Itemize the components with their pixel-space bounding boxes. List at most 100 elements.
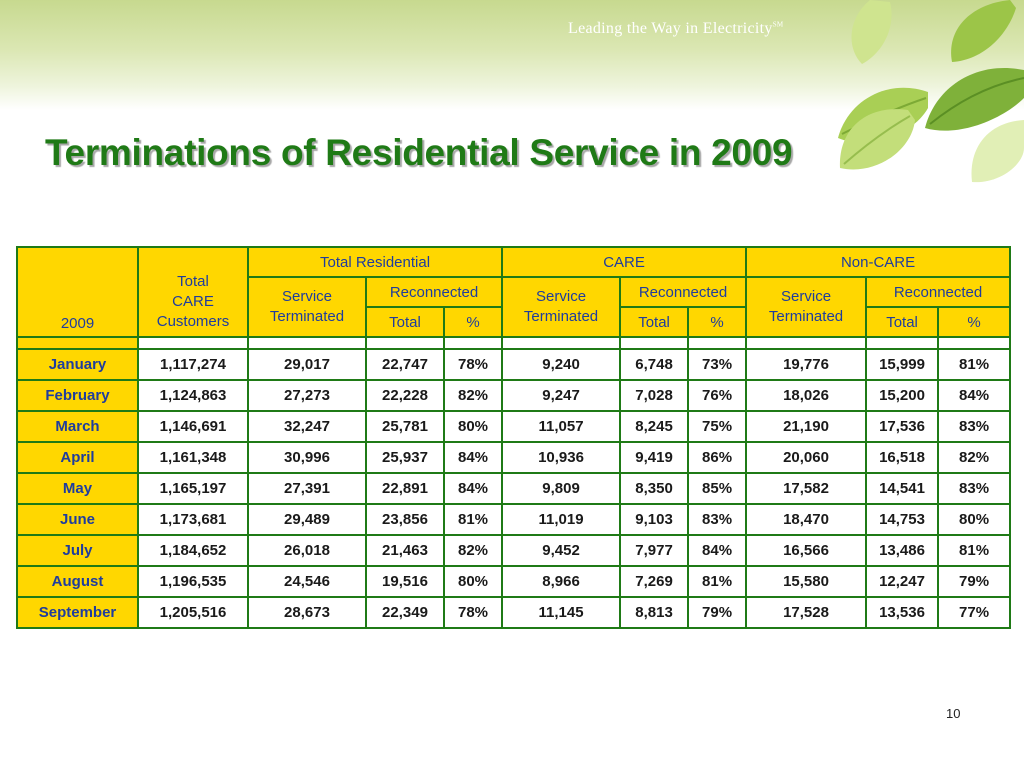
tr-service-terminated-header: Service Terminated [247, 276, 367, 338]
leaf-decoration [838, 0, 1024, 183]
tr-terminated-cell: 26,018 [247, 534, 367, 567]
care-terminated-cell: 9,240 [501, 348, 622, 381]
non-total-cell: 13,536 [865, 596, 940, 629]
leaf-icon [971, 120, 1024, 183]
non-percent-cell: 77% [937, 596, 1012, 629]
non-care-header: Non-CARE [745, 246, 1012, 278]
table-row: June 1,173,681 29,489 23,856 81% 11,019 9,103 8… [16, 503, 1012, 536]
tr-percent-cell: 78% [442, 348, 504, 381]
total-residential-header: Total Residential [246, 246, 504, 278]
care-customers-cell: 1,184,652 [137, 534, 249, 567]
month-cell: March [16, 410, 139, 443]
tr-percent-cell: 84% [442, 472, 504, 505]
non-terminated-cell: 19,776 [745, 348, 868, 381]
non-percent-cell: 81% [937, 534, 1012, 567]
care-service-terminated-header: Service Terminated [501, 276, 622, 338]
care-total-cell: 9,103 [619, 503, 690, 536]
month-cell: August [16, 565, 139, 598]
non-total-cell: 14,541 [865, 472, 940, 505]
care-percent-cell: 86% [687, 441, 748, 474]
care-total-cell: 9,419 [619, 441, 690, 474]
tr-percent-header: % [442, 306, 504, 338]
month-cell: April [16, 441, 139, 474]
care-customers-cell: 1,165,197 [137, 472, 249, 505]
table-row: May 1,165,197 27,391 22,891 84% 9,809 8,350 85%… [16, 472, 1012, 505]
leaf-icon [851, 0, 892, 64]
care-percent-cell: 81% [687, 565, 748, 598]
table-row: January 1,117,274 29,017 22,747 78% 9,240 6,74… [16, 348, 1012, 381]
tr-total-cell: 19,516 [365, 565, 445, 598]
service-mark: SM [772, 20, 784, 29]
care-percent-cell: 84% [687, 534, 748, 567]
tr-terminated-cell: 27,391 [247, 472, 367, 505]
care-percent-cell: 73% [687, 348, 748, 381]
care-percent-cell: 83% [687, 503, 748, 536]
tr-terminated-cell: 29,017 [247, 348, 367, 381]
table-row: July 1,184,652 26,018 21,463 82% 9,452 7,977 84… [16, 534, 1012, 567]
care-customers-cell: 1,173,681 [137, 503, 249, 536]
care-total-cell: 7,977 [619, 534, 690, 567]
care-total-cell: 6,748 [619, 348, 690, 381]
tr-terminated-cell: 24,546 [247, 565, 367, 598]
care-customers-header: Total CARE Customers [137, 246, 249, 338]
tr-total-cell: 22,228 [365, 379, 445, 412]
month-cell: September [16, 596, 139, 629]
non-terminated-cell: 17,582 [745, 472, 868, 505]
tr-total-cell: 25,781 [365, 410, 445, 443]
month-cell: July [16, 534, 139, 567]
tr-terminated-cell: 32,247 [247, 410, 367, 443]
tr-terminated-cell: 28,673 [247, 596, 367, 629]
care-customers-cell: 1,205,516 [137, 596, 249, 629]
non-service-terminated-header: Service Terminated [745, 276, 868, 338]
care-percent-cell: 76% [687, 379, 748, 412]
non-terminated-cell: 15,580 [745, 565, 868, 598]
care-customers-cell: 1,146,691 [137, 410, 249, 443]
month-cell: January [16, 348, 139, 381]
care-total-cell: 7,269 [619, 565, 690, 598]
care-terminated-cell: 9,247 [501, 379, 622, 412]
non-percent-cell: 83% [937, 410, 1012, 443]
non-terminated-cell: 18,470 [745, 503, 868, 536]
table-row: September 1,205,516 28,673 22,349 78% 11,145 8… [16, 596, 1012, 629]
non-percent-header: % [937, 306, 1012, 338]
care-total-cell: 7,028 [619, 379, 690, 412]
care-percent-cell: 79% [687, 596, 748, 629]
non-percent-cell: 80% [937, 503, 1012, 536]
care-reconnected-header: Reconnected [619, 276, 748, 308]
non-total-cell: 15,999 [865, 348, 940, 381]
care-total-cell: 8,245 [619, 410, 690, 443]
tr-total-cell: 22,747 [365, 348, 445, 381]
care-terminated-cell: 11,057 [501, 410, 622, 443]
non-total-cell: 16,518 [865, 441, 940, 474]
tr-percent-cell: 80% [442, 410, 504, 443]
tr-percent-cell: 80% [442, 565, 504, 598]
non-terminated-cell: 21,190 [745, 410, 868, 443]
non-terminated-cell: 17,528 [745, 596, 868, 629]
care-header: CARE [501, 246, 748, 278]
care-terminated-cell: 9,452 [501, 534, 622, 567]
non-percent-cell: 81% [937, 348, 1012, 381]
tr-percent-cell: 81% [442, 503, 504, 536]
table-row: August 1,196,535 24,546 19,516 80% 8,966 7,269… [16, 565, 1012, 598]
non-terminated-cell: 20,060 [745, 441, 868, 474]
non-percent-cell: 79% [937, 565, 1012, 598]
header-banner [0, 0, 1024, 110]
care-percent-header: % [687, 306, 748, 338]
tagline-text: Leading the Way in Electricity [568, 20, 773, 37]
month-cell: February [16, 379, 139, 412]
leaf-icon [839, 109, 915, 170]
care-percent-cell: 85% [687, 472, 748, 505]
non-total-cell: 14,753 [865, 503, 940, 536]
month-cell: June [16, 503, 139, 536]
care-terminated-cell: 8,966 [501, 565, 622, 598]
care-terminated-cell: 9,809 [501, 472, 622, 505]
non-total-cell: 13,486 [865, 534, 940, 567]
spacer-row [16, 336, 1012, 350]
table-row: February 1,124,863 27,273 22,228 82% 9,247 7,0… [16, 379, 1012, 412]
care-total-header: Total [619, 306, 690, 338]
year-header: 2009 [16, 246, 139, 338]
care-total-cell: 8,350 [619, 472, 690, 505]
care-terminated-cell: 10,936 [501, 441, 622, 474]
tr-percent-cell: 84% [442, 441, 504, 474]
tr-total-cell: 23,856 [365, 503, 445, 536]
